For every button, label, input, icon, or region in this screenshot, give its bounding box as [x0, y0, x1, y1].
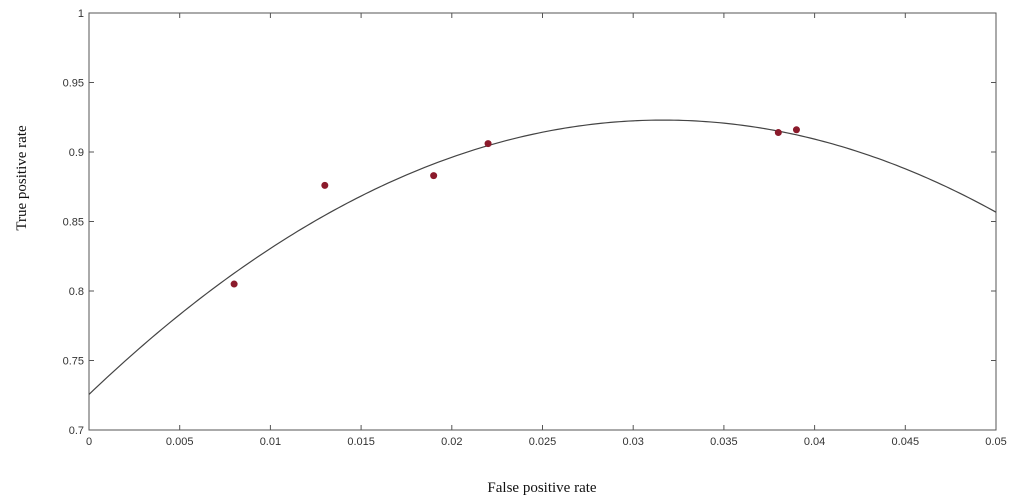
data-point	[792, 126, 800, 134]
fit-curve-line	[88, 119, 997, 395]
y-tick-label: 0.75	[63, 356, 84, 368]
x-axis-ticks: 0 0.005 0.01 0.015 0.02 0.025 0.03 0.035 0.04 0.0…	[86, 13, 1007, 448]
data-points	[230, 126, 800, 288]
y-tick-label: 0.85	[63, 217, 84, 229]
data-point	[321, 181, 329, 189]
x-tick-label: 0.02	[441, 436, 462, 448]
x-tick-label: 0.045	[892, 436, 920, 448]
x-tick-label: 0.03	[622, 436, 643, 448]
y-tick-label: 0.95	[63, 78, 84, 90]
y-axis-title: True positive rate	[14, 125, 30, 231]
plot-area	[88, 12, 997, 431]
x-axis-title: False positive rate	[487, 480, 596, 496]
x-tick-label: 0.015	[347, 436, 375, 448]
data-point	[484, 140, 492, 148]
y-axis-ticks: 0.7 0.75 0.8 0.85 0.9 0.95 1	[63, 8, 996, 437]
y-tick-label: 0.8	[69, 286, 84, 298]
y-tick-label: 0.9	[69, 147, 84, 159]
y-tick-label: 0.7	[69, 425, 84, 437]
data-point	[774, 129, 782, 137]
x-tick-label: 0.005	[166, 436, 194, 448]
y-tick-label: 1	[78, 8, 84, 20]
data-point	[230, 280, 238, 288]
x-tick-label: 0.05	[985, 436, 1006, 448]
x-tick-label: 0.04	[804, 436, 825, 448]
x-tick-label: 0.025	[529, 436, 557, 448]
x-tick-label: 0.035	[710, 436, 738, 448]
data-point	[430, 172, 438, 180]
x-tick-label: 0	[86, 436, 92, 448]
x-tick-label: 0.01	[260, 436, 281, 448]
